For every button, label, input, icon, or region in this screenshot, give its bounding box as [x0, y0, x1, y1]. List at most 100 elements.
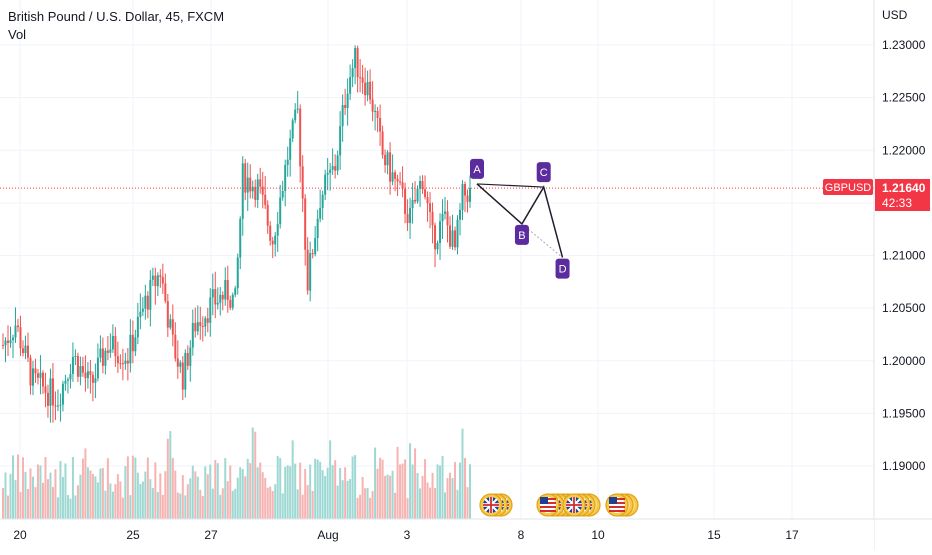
volume-bar — [291, 440, 294, 519]
uk-flag-icon[interactable] — [479, 493, 503, 517]
volume-bar — [21, 457, 24, 519]
pattern-point-b[interactable]: B — [514, 224, 529, 245]
volume-bar — [2, 488, 4, 519]
us-flag-icon[interactable] — [536, 493, 560, 517]
candle-body — [264, 194, 267, 205]
economic-events[interactable] — [479, 493, 639, 517]
volume-bar — [331, 465, 334, 519]
volume-bar — [24, 471, 27, 519]
candle-body — [134, 337, 137, 352]
candle-body — [401, 182, 404, 189]
uk-flag-icon[interactable] — [562, 493, 586, 517]
candle-body — [441, 213, 444, 222]
volume-bar — [99, 468, 102, 519]
candle-body — [319, 208, 322, 219]
price-tick-label: 1.22500 — [882, 91, 926, 105]
abcd-pattern[interactable]: A B C D — [470, 158, 570, 279]
event-group[interactable] — [479, 493, 513, 517]
volume-bar — [49, 472, 52, 519]
candle-body — [426, 197, 429, 204]
candle-body — [14, 325, 17, 338]
volume-bar — [359, 494, 362, 519]
volume-bar — [126, 456, 129, 519]
candle-body — [379, 118, 382, 132]
volume-bar — [6, 495, 9, 519]
price-tag-countdown: 42:33 — [882, 196, 912, 210]
candle-body — [79, 366, 82, 377]
symbol-title[interactable]: British Pound / U.S. Dollar, 45, FXCM — [8, 9, 225, 24]
volume-bar — [296, 489, 299, 519]
candle-body — [326, 172, 329, 175]
volume-bar — [264, 477, 267, 519]
volume-bar — [134, 457, 137, 519]
candle-body — [336, 155, 339, 171]
candle-body — [349, 77, 352, 94]
volume-indicator-label[interactable]: Vol — [8, 27, 27, 42]
pattern-label-text: B — [518, 230, 525, 242]
candle-body — [24, 345, 27, 354]
candle-body — [389, 152, 392, 182]
candle-body — [21, 348, 24, 354]
volume-bar — [229, 465, 232, 519]
candle-body — [194, 322, 197, 332]
candle-body — [229, 299, 232, 308]
event-group[interactable] — [605, 493, 639, 517]
price-axis-currency: USD — [882, 8, 908, 22]
candle-body — [39, 372, 42, 378]
event-group[interactable] — [562, 493, 601, 517]
candle-body — [334, 166, 337, 171]
candle-body — [444, 211, 447, 214]
time-tick-label: 10 — [591, 528, 605, 542]
volume-bar — [351, 456, 354, 519]
candle-body — [321, 194, 324, 209]
volume-bar — [186, 484, 189, 519]
chart-legend[interactable]: British Pound / U.S. Dollar, 45, FXCM Vo… — [8, 8, 224, 44]
candle-body — [121, 363, 124, 365]
volume-bar — [104, 490, 107, 519]
volume-bar — [299, 462, 302, 519]
candle-body — [74, 355, 77, 357]
candle-body — [29, 357, 32, 386]
candle-body — [224, 279, 227, 300]
volume-bar — [179, 493, 182, 519]
volume-bar — [149, 479, 152, 519]
candle-body — [111, 335, 114, 350]
price-axis-panel[interactable] — [874, 0, 932, 519]
volume-bar — [56, 497, 59, 519]
volume-bar — [189, 478, 192, 519]
flag-cross-red — [490, 497, 492, 513]
pattern-label-box — [514, 224, 529, 245]
candle-body — [86, 371, 89, 379]
pattern-point-c[interactable]: C — [536, 162, 551, 183]
volume-bar — [216, 463, 219, 519]
volume-bar — [101, 468, 104, 519]
candle-body — [141, 308, 144, 312]
volume-bar — [404, 459, 407, 519]
candle-body — [406, 213, 409, 223]
candle-body — [254, 186, 257, 201]
volume-bar — [401, 463, 404, 519]
volume-bar — [271, 491, 274, 519]
price-tag-value: 1.21640 — [882, 181, 926, 195]
candle-body — [146, 295, 149, 310]
candle-body — [259, 179, 262, 187]
volume-bar — [274, 484, 277, 519]
volume-bar — [221, 488, 224, 519]
candle-body — [369, 81, 372, 100]
time-axis-panel[interactable] — [0, 519, 874, 550]
flag-stripe — [609, 510, 625, 512]
candle-body — [346, 93, 349, 109]
volume-bar — [374, 447, 377, 519]
volume-bar — [356, 497, 359, 519]
pattern-ac-line — [476, 183, 544, 188]
candle-body — [261, 186, 264, 195]
pattern-point-a[interactable]: A — [470, 158, 484, 179]
candle-body — [311, 253, 314, 255]
candle-body — [51, 378, 54, 406]
candle-body — [329, 169, 332, 173]
candle-body — [196, 322, 199, 332]
pattern-point-d[interactable]: D — [555, 258, 570, 279]
us-flag-icon[interactable] — [605, 493, 629, 517]
